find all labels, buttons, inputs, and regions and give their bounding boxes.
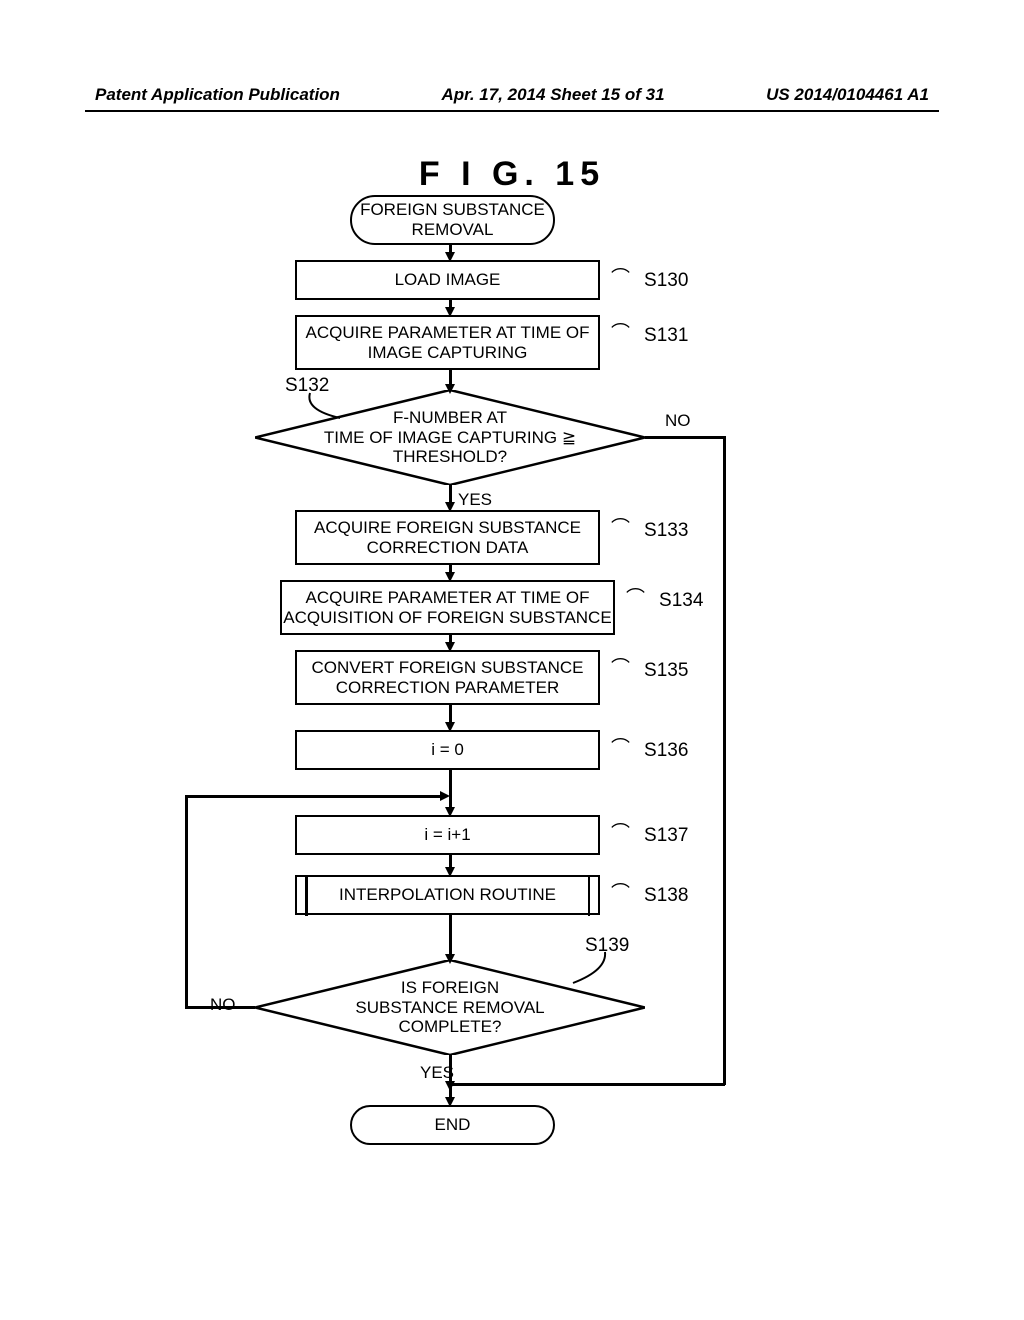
no-label-s139: NO — [210, 995, 236, 1015]
arrow-head-icon — [445, 1081, 455, 1091]
node-text: LOAD IMAGE — [395, 270, 501, 290]
arrow-v — [449, 1055, 452, 1103]
arrow-head-icon — [445, 954, 455, 964]
node-s135: CONVERT FOREIGN SUBSTANCECORRECTION PARA… — [295, 650, 600, 705]
figure-title: F I G. 15 — [0, 155, 1024, 194]
arrow-h — [185, 795, 443, 798]
node-s131: ACQUIRE PARAMETER AT TIME OFIMAGE CAPTUR… — [295, 315, 600, 370]
arrow-head-icon — [445, 867, 455, 877]
leader-s132 — [305, 390, 355, 425]
arrow-head-icon — [445, 722, 455, 732]
arrow-head-icon — [445, 572, 455, 582]
label-s135: ⌒S135 — [625, 655, 688, 682]
arrow-head-icon — [445, 807, 455, 817]
node-text: i = 0 — [431, 740, 464, 760]
node-text: ACQUIRE FOREIGN SUBSTANCECORRECTION DATA — [314, 518, 581, 557]
label-s137: ⌒S137 — [625, 820, 688, 847]
node-text: INTERPOLATION ROUTINE — [339, 885, 556, 905]
label-s134: ⌒S134 — [640, 585, 703, 612]
arrow-v — [723, 436, 726, 1085]
node-s137: i = i+1 — [295, 815, 600, 855]
arrow-head-icon — [445, 1097, 455, 1107]
node-start: FOREIGN SUBSTANCEREMOVAL — [350, 195, 555, 245]
arrow-head-icon — [445, 307, 455, 317]
header-center: Apr. 17, 2014 Sheet 15 of 31 — [442, 85, 665, 105]
arrow-h — [450, 1083, 725, 1086]
node-s138: INTERPOLATION ROUTINE — [295, 875, 600, 915]
node-s136: i = 0 — [295, 730, 600, 770]
arrow-head-icon — [445, 502, 455, 512]
no-label-s132: NO — [665, 411, 691, 431]
node-end: END — [350, 1105, 555, 1145]
node-text: FOREIGN SUBSTANCEREMOVAL — [360, 200, 545, 239]
label-s136: ⌒S136 — [625, 735, 688, 762]
flowchart: FOREIGN SUBSTANCEREMOVAL LOAD IMAGE ⌒S13… — [130, 195, 870, 1255]
label-s131: ⌒S131 — [625, 320, 688, 347]
node-s130: LOAD IMAGE — [295, 260, 600, 300]
arrow-h — [185, 1006, 255, 1009]
node-text: CONVERT FOREIGN SUBSTANCECORRECTION PARA… — [311, 658, 583, 697]
header-right: US 2014/0104461 A1 — [766, 85, 929, 105]
node-text: i = i+1 — [424, 825, 470, 845]
arrow-head-icon — [445, 384, 455, 394]
node-s133: ACQUIRE FOREIGN SUBSTANCECORRECTION DATA — [295, 510, 600, 565]
label-s133: ⌒S133 — [625, 515, 688, 542]
label-s138: ⌒S138 — [625, 880, 688, 907]
leader-s139 — [565, 950, 615, 990]
node-text: ACQUIRE PARAMETER AT TIME OFACQUISITION … — [283, 588, 611, 627]
node-text: ACQUIRE PARAMETER AT TIME OFIMAGE CAPTUR… — [305, 323, 589, 362]
header-rule — [85, 110, 939, 112]
arrow-head-icon — [440, 791, 450, 801]
patent-header: Patent Application Publication Apr. 17, … — [0, 85, 1024, 105]
yes-label-s132: YES — [458, 490, 492, 510]
label-s130: ⌒S130 — [625, 265, 688, 292]
arrow-h — [645, 436, 725, 439]
arrow-head-icon — [445, 642, 455, 652]
node-s134: ACQUIRE PARAMETER AT TIME OFACQUISITION … — [280, 580, 615, 635]
arrow-v — [185, 795, 188, 1008]
header-left: Patent Application Publication — [95, 85, 340, 105]
node-text: END — [435, 1115, 471, 1135]
arrow-head-icon — [445, 252, 455, 262]
